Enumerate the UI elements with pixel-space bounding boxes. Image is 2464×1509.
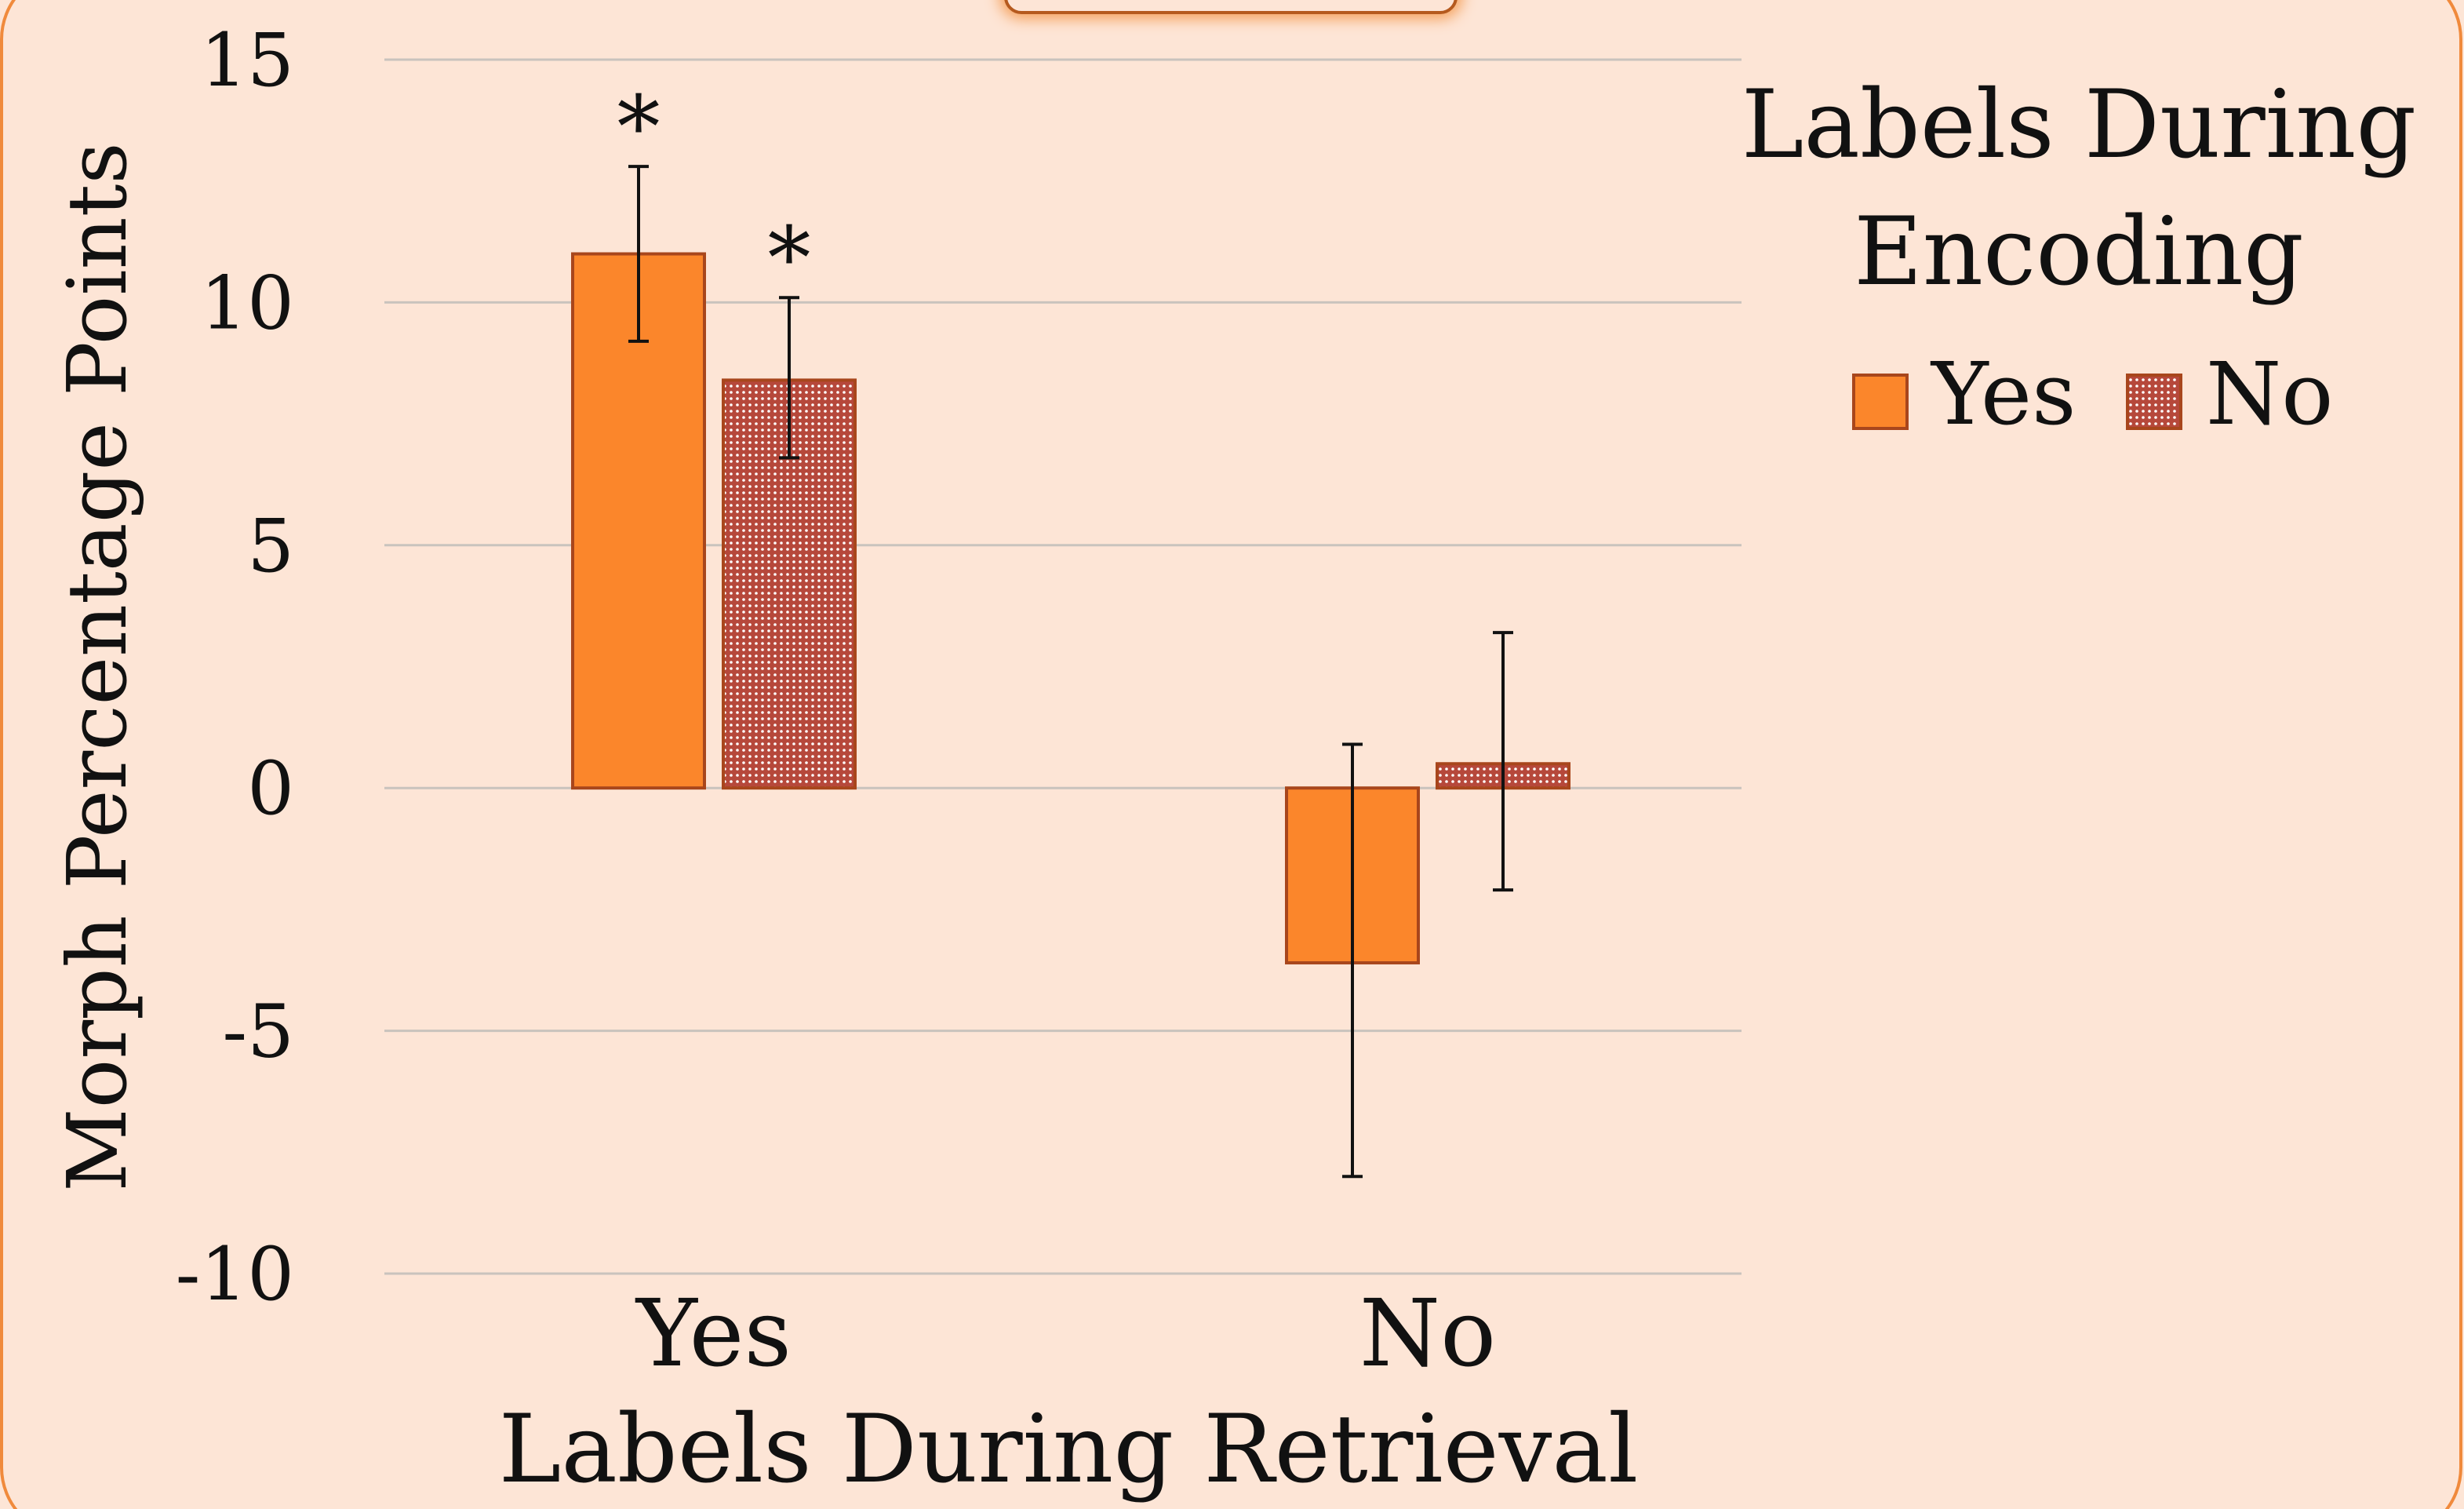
error-bars: [628, 165, 1513, 1179]
legend-title-line-1: Labels During: [1742, 71, 2417, 180]
legend-label-yes: Yes: [1930, 344, 2076, 444]
bars: [571, 252, 1570, 964]
error-bar-yes-no: [1342, 742, 1363, 1179]
y-tick-label: -10: [176, 1232, 294, 1318]
y-tick-label: 5: [247, 504, 294, 589]
y-axis-title: Morph Percentage Points: [49, 142, 145, 1192]
legend: Labels During Encoding Yes No: [1742, 71, 2417, 444]
x-axis-title: Labels During Retrieval: [499, 1395, 1639, 1504]
x-category-labels: Yes No: [635, 1279, 1496, 1387]
legend-swatch-no: [2126, 374, 2182, 430]
y-tick-label: 15: [200, 18, 294, 104]
y-tick-labels: 15 10 5 0 -5 -10: [176, 18, 294, 1318]
error-bar-no-yes: [779, 296, 799, 460]
significance-marker: *: [768, 208, 811, 308]
y-tick-label: 0: [247, 746, 294, 832]
y-tick-label: 10: [200, 261, 294, 346]
significance-marks: **: [617, 77, 811, 308]
bar-no-yes: [722, 378, 857, 790]
error-bar-no-no: [1493, 631, 1513, 892]
legend-swatch-yes: [1852, 374, 1909, 430]
significance-marker: *: [617, 77, 661, 177]
legend-title-line-2: Encoding: [1854, 198, 2304, 307]
x-category-label: Yes: [635, 1279, 792, 1387]
legend-label-no: No: [2206, 344, 2333, 444]
y-tick-label: -5: [222, 990, 294, 1075]
bar-yes-yes: [571, 252, 706, 790]
error-bar-yes-yes: [628, 165, 649, 343]
x-category-label: No: [1359, 1279, 1496, 1387]
